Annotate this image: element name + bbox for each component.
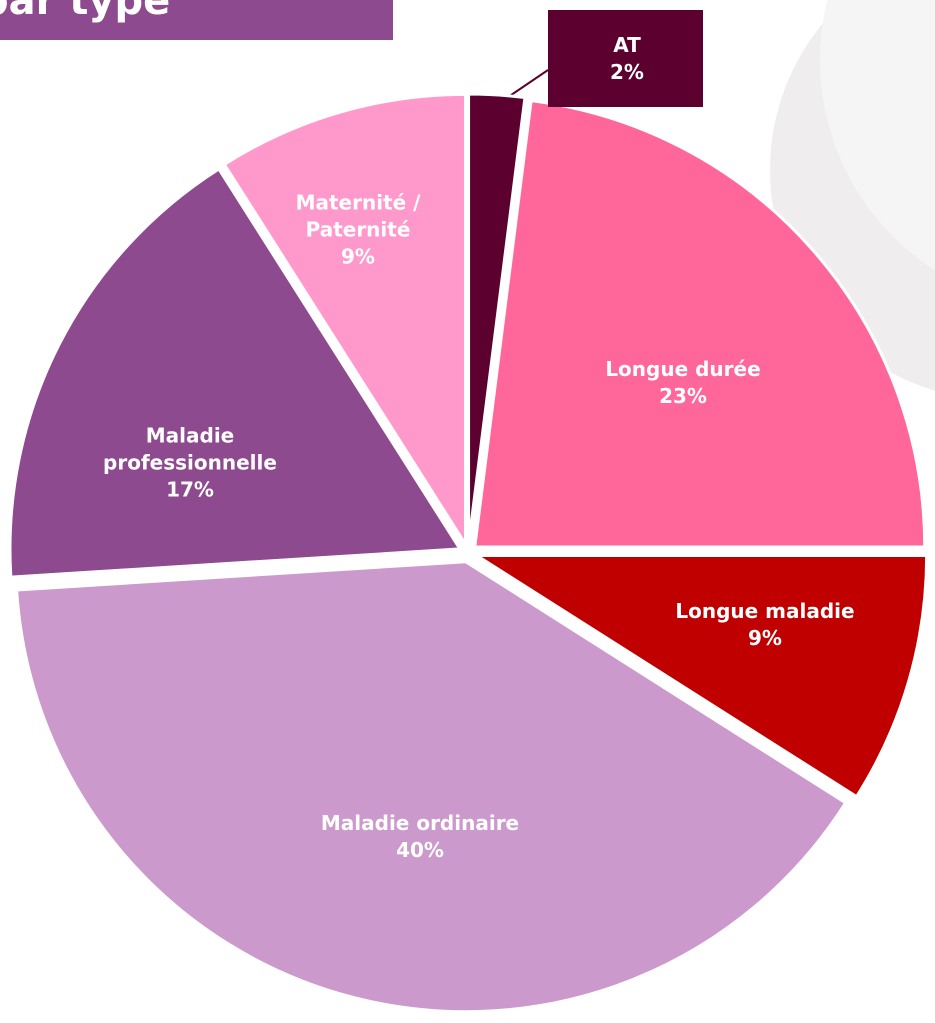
pie-slice [15,560,848,1014]
value-label: 23% [659,384,707,408]
label-box [548,10,703,107]
value-label: 17% [166,477,214,502]
slice-label: Maladie ordinaire 40% [270,810,570,864]
category-label: Longue durée [605,357,761,381]
title-box: par type [0,0,393,40]
value-label: 9% [748,626,782,650]
pie-slice [8,166,463,579]
pie-slice [467,92,527,545]
slice-label: Longue durée 23% [563,356,803,410]
category-label: Maladie ordinaire [320,811,520,835]
background-decoration [820,0,935,271]
slice-label: Longue maladie 9% [635,598,895,652]
category-label: Longue maladie [675,599,855,623]
pie-slice [222,92,467,550]
category-label: Maternité / Paternité [295,190,421,242]
category-label: AT [613,33,641,57]
chart-title: par type [0,0,171,24]
value-label: 2% [610,60,644,84]
value-label: 9% [341,244,375,269]
pie-slice [473,98,927,549]
category-label: Maladie professionnelle [103,423,277,475]
value-label: 40% [396,838,444,862]
pie-slice [471,554,929,799]
slice-label: Maladie professionnelle 17% [60,423,320,504]
slice-label: Maternité / Paternité 9% [258,190,458,271]
slice-label: AT 2% [567,32,687,86]
